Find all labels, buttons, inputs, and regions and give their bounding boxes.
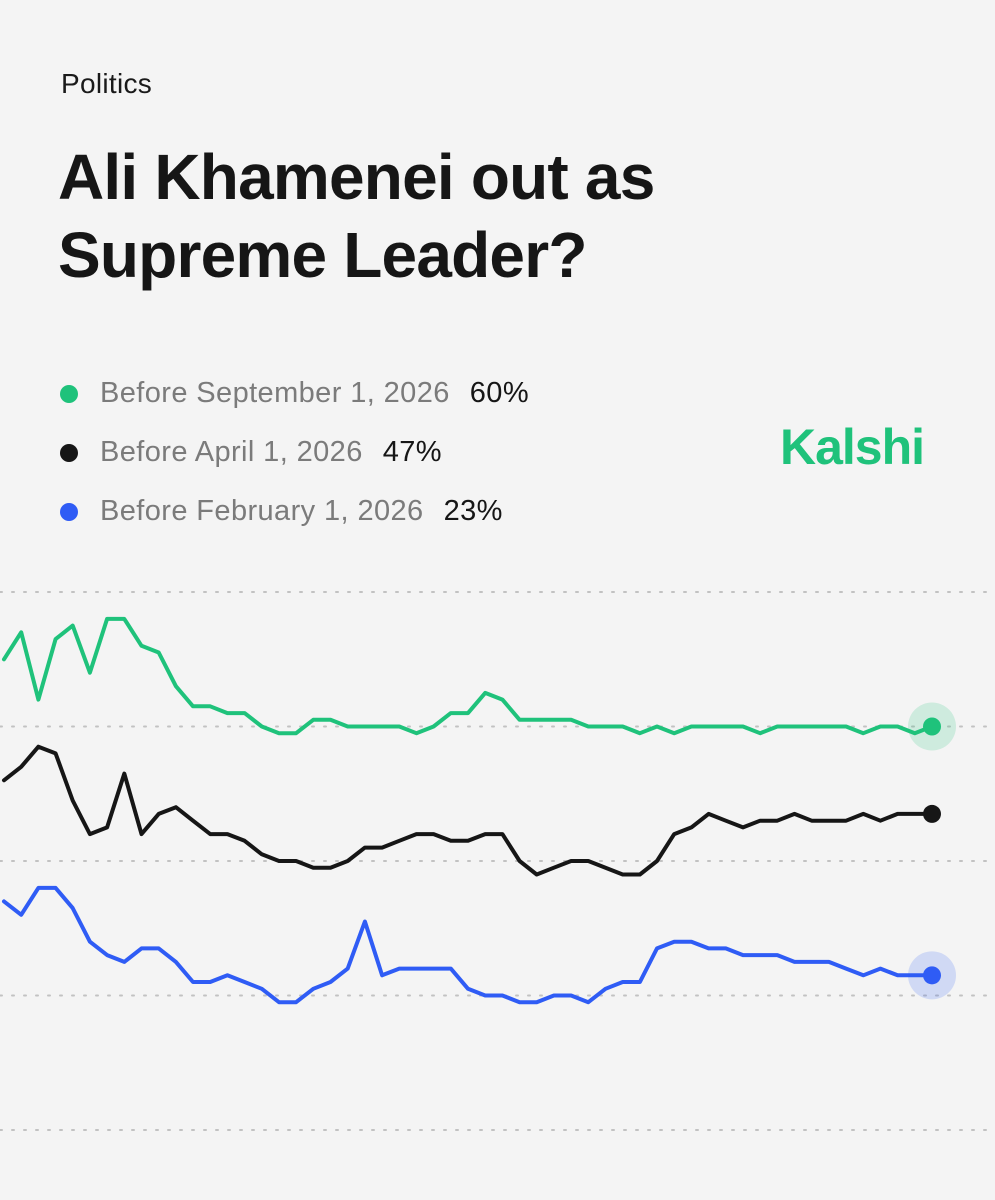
legend-dot-icon <box>60 443 78 462</box>
series-line-2 <box>2 885 934 1005</box>
series-endpoint-0 <box>923 717 941 736</box>
kalshi-logo: Kalshi <box>780 419 925 475</box>
legend-value: 60% <box>469 377 530 409</box>
line-chart <box>0 591 995 1131</box>
legend-value: 47% <box>382 436 442 468</box>
page-title: Ali Khamenei out as Supreme Leader? <box>58 141 655 292</box>
series-endpoint-2 <box>923 966 941 985</box>
legend-item-apr: Before April 1, 2026 47% <box>60 423 529 482</box>
legend-label: Before April 1, 2026 <box>100 436 363 468</box>
chart-legend: Before September 1, 2026 60% Before Apri… <box>60 364 529 541</box>
gridlines <box>0 591 995 1131</box>
series-lines <box>2 616 934 1005</box>
legend-label: Before February 1, 2026 <box>100 495 424 527</box>
legend-dot-icon <box>60 384 78 403</box>
series-endpoints <box>908 702 956 1000</box>
legend-item-feb: Before February 1, 2026 23% <box>60 482 529 541</box>
series-line-0 <box>2 616 934 736</box>
legend-value: 23% <box>443 495 503 527</box>
legend-dot-icon <box>60 502 78 521</box>
category-label: Politics <box>61 68 153 99</box>
legend-item-sep: Before September 1, 2026 60% <box>60 364 529 423</box>
series-line-1 <box>2 744 934 877</box>
legend-label: Before September 1, 2026 <box>100 377 450 409</box>
series-endpoint-1 <box>923 804 941 823</box>
